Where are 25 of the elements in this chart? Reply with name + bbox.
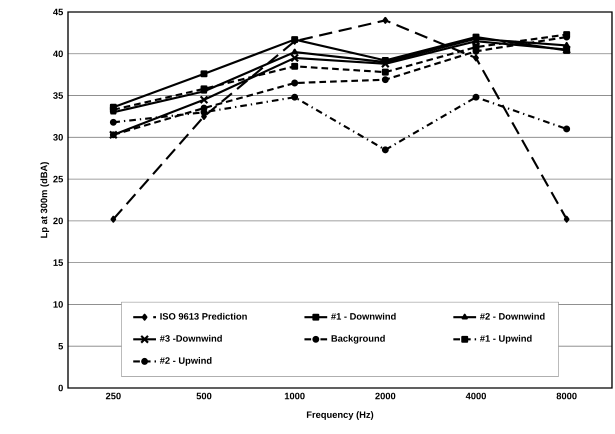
x-tick-label: 4000 <box>466 392 486 400</box>
x-tick-label: 8000 <box>556 392 577 400</box>
y-tick-label: 45 <box>53 8 64 16</box>
y-tick-label: 30 <box>53 134 63 141</box>
x-tick-label: 250 <box>106 392 121 400</box>
x-axis-title: Frequency (Hz) <box>306 411 374 420</box>
y-tick-label: 20 <box>53 218 63 224</box>
legend-label: #2 - Upwind <box>160 357 212 366</box>
x-tick-label: 2000 <box>375 392 396 400</box>
y-tick-label: 25 <box>53 176 64 182</box>
x-tick-label: 500 <box>196 392 212 400</box>
legend-label: #3 -Downwind <box>160 334 222 342</box>
legend-label: #1 - Upwind <box>480 334 532 344</box>
x-tick-label: 1000 <box>284 392 305 400</box>
y-axis-title: Lp at 300m (dBA) <box>40 162 50 238</box>
y-tick-label: 35 <box>53 92 64 99</box>
legend-label: #2 - Downwind <box>480 312 545 320</box>
y-tick-label: 5 <box>58 342 64 350</box>
y-tick-label: 0 <box>58 384 63 392</box>
y-tick-label: 40 <box>53 50 63 58</box>
y-tick-label: 10 <box>54 301 63 308</box>
legend-label: Background <box>332 334 385 344</box>
y-tick-label: 15 <box>54 259 64 266</box>
legend-label: ISO 9613 Prediction <box>160 312 247 320</box>
legend-label: #1 - Downwind <box>331 312 396 320</box>
